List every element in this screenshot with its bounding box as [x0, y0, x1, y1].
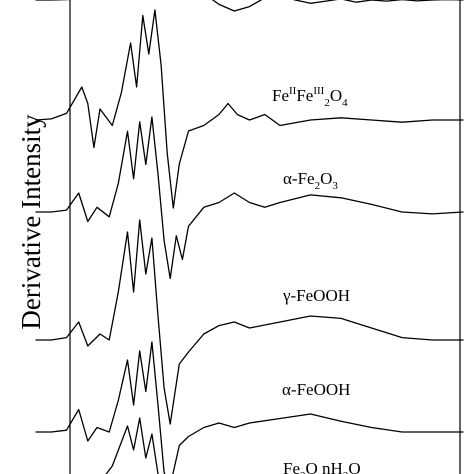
label-gamma-feooh-text: γ-FeOOH — [282, 286, 350, 305]
series-line-0 — [35, 0, 464, 12]
label-magnetite: FeIIFeIII2O4 — [272, 85, 348, 109]
label-alpha-feooh-text: α-FeOOH — [282, 380, 350, 399]
label-gamma-feooh: γ-FeOOH — [282, 286, 350, 305]
series-line-3 — [35, 219, 464, 425]
y-axis-label: Derivative Intensity — [16, 114, 46, 330]
series-line-4 — [35, 341, 464, 474]
label-ferrihydrite: Fe2O nH2O — [283, 459, 361, 474]
series-line-5 — [105, 417, 159, 474]
series-line-1 — [35, 9, 464, 209]
series-line-2 — [35, 116, 464, 280]
label-alpha-feooh: α-FeOOH — [282, 380, 350, 399]
spectra-traces — [35, 0, 464, 474]
label-hematite: α-Fe2O3 — [283, 169, 338, 192]
